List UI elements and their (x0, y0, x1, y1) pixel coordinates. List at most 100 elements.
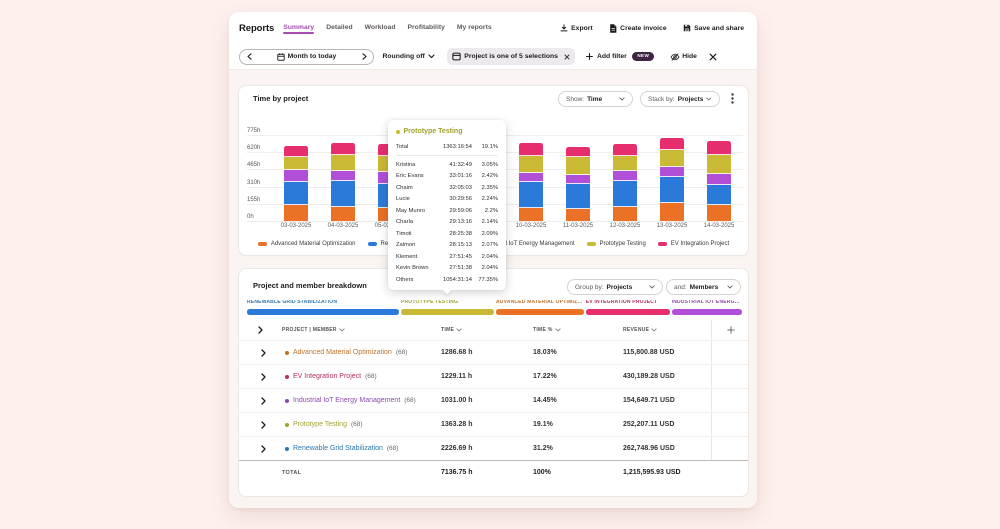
chevron-right-icon (361, 53, 367, 60)
hide-button[interactable]: Hide (670, 52, 697, 61)
show-by-dropdown[interactable]: Show: Time (558, 91, 633, 107)
tab-profitability[interactable]: Profitability (407, 24, 445, 31)
tab-workload[interactable]: Workload (364, 24, 396, 31)
rounding-dropdown[interactable]: Rounding off (383, 53, 435, 60)
member-duration: 32:05:03 (449, 184, 472, 191)
project-color-dot (285, 446, 289, 451)
legend-item-ev-integration-project[interactable]: EV Integration Project (657, 241, 729, 247)
member-duration: 1363:16:54 (442, 143, 472, 150)
member-percent: 19.1% (481, 143, 498, 150)
date-range-label-button[interactable]: Month to today (258, 52, 355, 61)
member-duration: 29:13:16 (449, 219, 472, 226)
bar-segment-prototype-testing (660, 150, 684, 168)
project-color-dot (285, 350, 289, 355)
tab-detailed[interactable]: Detailed (326, 24, 353, 31)
tab-my-reports[interactable]: My reports (456, 24, 492, 31)
tooltip-row-eric-evans: Eric Evans 33:01:16 2.42% (396, 171, 498, 183)
and-by-dropdown[interactable]: and: Members (666, 279, 741, 295)
export-button[interactable]: Export (560, 24, 593, 32)
save-and-share-button[interactable]: Save and share (683, 24, 744, 32)
project-name-cell[interactable]: EV Integration Project (68) (282, 373, 441, 380)
expand-row-button[interactable] (239, 420, 282, 429)
member-name: Timoti (396, 230, 412, 237)
expand-row-button[interactable] (239, 348, 282, 357)
distribution-bar (495, 309, 584, 315)
bar-12-03-2025[interactable] (613, 144, 637, 221)
revenue-value: 252,207.11 USD (623, 421, 675, 428)
chevron-down-icon (619, 97, 625, 101)
member-percent: 2.04% (481, 265, 498, 272)
calendar-icon (276, 52, 285, 61)
bar-14-03-2025[interactable] (707, 141, 731, 221)
legend-item-prototype-testing[interactable]: Prototype Testing (586, 241, 646, 247)
expand-row-button[interactable] (239, 396, 282, 405)
group-by-dropdown[interactable]: Group by: Projects (567, 279, 663, 295)
project-name-cell[interactable]: Industrial IoT Energy Management (68) (282, 397, 441, 404)
project-name: Renewable Grid Stabilization (293, 445, 383, 452)
project-name-cell[interactable]: Renewable Grid Stabilization (68) (282, 445, 441, 452)
time-percent-value: 19.1% (533, 421, 553, 428)
project-filter-chip[interactable]: Project is one of 5 selections (446, 48, 576, 65)
tooltip-row-klement: Klement 27:51:45 2.04% (396, 251, 498, 263)
page-title: Reports (239, 22, 275, 34)
expand-row-button[interactable] (239, 372, 282, 381)
table-row-advanced-material-optimization: Advanced Material Optimization (68) 1286.6… (239, 340, 748, 364)
bar-segment-renewable-grid-stabilization (519, 182, 543, 208)
filter-chip-label: Project is one of 5 selections (464, 53, 558, 60)
total-label: TOTAL (282, 469, 302, 476)
chevron-right-icon (260, 420, 266, 429)
bar-10-03-2025[interactable] (519, 142, 543, 221)
bar-segment-ev-integration-project (284, 145, 308, 157)
add-column-button[interactable] (711, 320, 750, 340)
project-color-dot (285, 374, 289, 379)
member-name: Kevin Brown (396, 265, 429, 272)
legend-item-advanced-material-optimization[interactable]: Advanced Material Optimization (257, 241, 356, 247)
stack-by-dropdown[interactable]: Stack by: Projects (640, 91, 720, 107)
expand-row-button[interactable] (239, 444, 282, 453)
member-name: Others (396, 276, 414, 283)
expand-all-button[interactable] (239, 326, 282, 334)
member-percent: 2.2% (484, 207, 498, 214)
total-revenue-value: 1,215,595.93 USD (623, 469, 681, 476)
chevron-right-icon (260, 348, 266, 357)
time-value: 2226.69 h (441, 445, 473, 452)
column-header-project-member[interactable]: PROJECT | MEMBER (282, 327, 441, 333)
project-color-dot (285, 398, 289, 403)
member-name: Charla (396, 219, 414, 226)
bar-segment-renewable-grid-stabilization (284, 181, 308, 206)
date-range-picker[interactable]: Month to today (239, 48, 374, 65)
create-invoice-button[interactable]: Create invoice (609, 23, 667, 33)
chart-panel-title: Time by project (253, 94, 309, 103)
chevron-left-icon (246, 53, 252, 60)
project-name-cell[interactable]: Advanced Material Optimization (68) (282, 349, 441, 356)
bar-segment-advanced-material-optimization (707, 204, 731, 221)
plus-icon (586, 53, 594, 60)
project-color-dot (396, 129, 400, 134)
bar-13-03-2025[interactable] (660, 138, 684, 221)
chart-menu-button[interactable] (731, 92, 734, 104)
column-header-revenue[interactable]: REVENUE (623, 327, 711, 333)
project-name-cell[interactable]: Prototype Testing (68) (282, 421, 441, 428)
bar-03-03-2025[interactable] (284, 145, 308, 221)
tab-summary[interactable]: Summary (283, 21, 314, 35)
member-name: Zalmon (396, 242, 416, 249)
bar-segment-renewable-grid-stabilization (660, 176, 684, 204)
remove-filter-icon[interactable] (564, 54, 570, 60)
date-prev-button[interactable] (240, 53, 258, 60)
title-bar: Reports Summary Detailed Workload Profitabi… (229, 12, 757, 44)
create-invoice-label: Create invoice (620, 24, 667, 32)
add-filter-button[interactable]: Add filter NEW (586, 52, 655, 61)
column-header-time[interactable]: TIME % (533, 327, 623, 333)
x-axis-label: 03-03-2025 (280, 223, 312, 229)
close-filters-button[interactable] (709, 53, 717, 61)
bar-11-03-2025[interactable] (566, 146, 590, 221)
bar-04-03-2025[interactable] (331, 142, 355, 221)
member-percent: 77.35% (478, 276, 498, 283)
x-axis-label: 12-03-2025 (609, 223, 641, 229)
invoice-icon (609, 23, 617, 33)
column-header-time[interactable]: TIME (441, 327, 533, 333)
time-value: 1363.28 h (441, 421, 473, 428)
filter-bar: Month to today Rounding off Project is o… (229, 44, 757, 70)
member-percent: 2.24% (481, 196, 498, 203)
date-next-button[interactable] (355, 53, 373, 60)
